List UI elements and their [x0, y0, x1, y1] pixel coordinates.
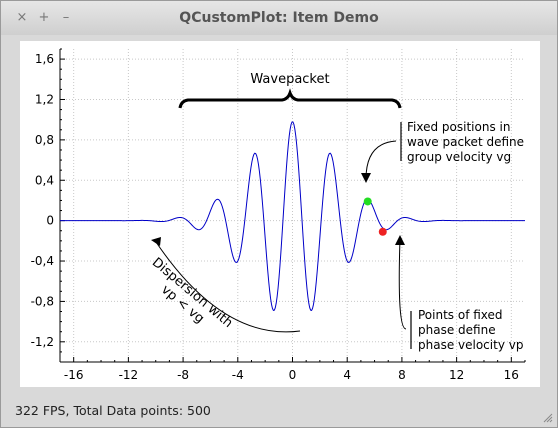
y-tick-label-6: -0,8: [31, 294, 54, 308]
group-velocity-label-1: Fixed positions in: [407, 120, 510, 134]
y-tick-label-3: 0,4: [35, 173, 54, 187]
window-title: QCustomPlot: Item Demo: [179, 10, 379, 26]
tick-marks: [59, 48, 526, 363]
x-tick-label-2: -8: [177, 368, 189, 382]
resize-grip-icon[interactable]: [543, 413, 553, 423]
phase-marker-1: [378, 227, 387, 236]
tick-labels: -16 -12 -8 -4 0 4 8 12 16 1,6 1,2 0,8 0,4 0 -0,4 -0,8 -1…: [31, 52, 519, 382]
status-bar: 322 FPS, Total Data points: 500: [1, 395, 557, 427]
plot-widget[interactable]: -16 -12 -8 -4 0 4 8 12 16 1,6 1,2 0,8 0,4 0 -0,4 -0,8 -1…: [20, 41, 540, 387]
x-tick-label-0: -16: [64, 368, 84, 382]
phase-marker-0: [363, 197, 372, 206]
wavepacket-curve: [60, 121, 525, 311]
y-tick-label-4: 0: [46, 214, 54, 228]
dispersion-arrowhead: [151, 237, 161, 246]
phase-markers: [363, 197, 387, 236]
phase-velocity-arrowhead: [395, 235, 405, 245]
title-bar[interactable]: × + – QCustomPlot: Item Demo: [1, 1, 557, 35]
phase-velocity-label-2: phase define: [418, 323, 496, 337]
x-tick-label-3: -4: [232, 368, 244, 382]
group-velocity-arrowhead: [361, 173, 371, 183]
close-window-button[interactable]: ×: [16, 10, 28, 25]
minimize-window-button[interactable]: –: [62, 10, 70, 25]
x-tick-label-1: -12: [119, 368, 139, 382]
plot-canvas[interactable]: -16 -12 -8 -4 0 4 8 12 16 1,6 1,2 0,8 0,4 0 -0,4 -0,8 -1…: [20, 41, 540, 387]
group-velocity-label-2: wave packet define: [407, 135, 524, 149]
y-tick-label-2: 0,8: [35, 133, 54, 147]
wavepacket-brace: [178, 88, 402, 109]
x-tick-label-4: 0: [289, 368, 297, 382]
dispersion-arrow: [155, 241, 301, 333]
wavepacket-label: Wavepacket: [250, 72, 329, 87]
y-tick-label-0: 1,6: [35, 52, 54, 66]
x-tick-label-8: 16: [504, 368, 519, 382]
x-tick-label-7: 12: [449, 368, 464, 382]
y-tick-label-5: -0,4: [31, 254, 54, 268]
status-text: 322 FPS, Total Data points: 500: [15, 403, 211, 418]
y-tick-label-7: -1,2: [31, 335, 54, 349]
y-tick-label-1: 1,2: [35, 92, 54, 106]
group-velocity-label-3: group velocity vg: [407, 150, 511, 164]
phase-velocity-label-3: phase velocity vp: [418, 338, 523, 352]
maximize-window-button[interactable]: +: [38, 10, 50, 25]
x-tick-label-6: 8: [398, 368, 406, 382]
phase-velocity-label-1: Points of fixed: [418, 308, 503, 322]
phase-velocity-arrow: [398, 238, 407, 330]
x-tick-label-5: 4: [343, 368, 351, 382]
